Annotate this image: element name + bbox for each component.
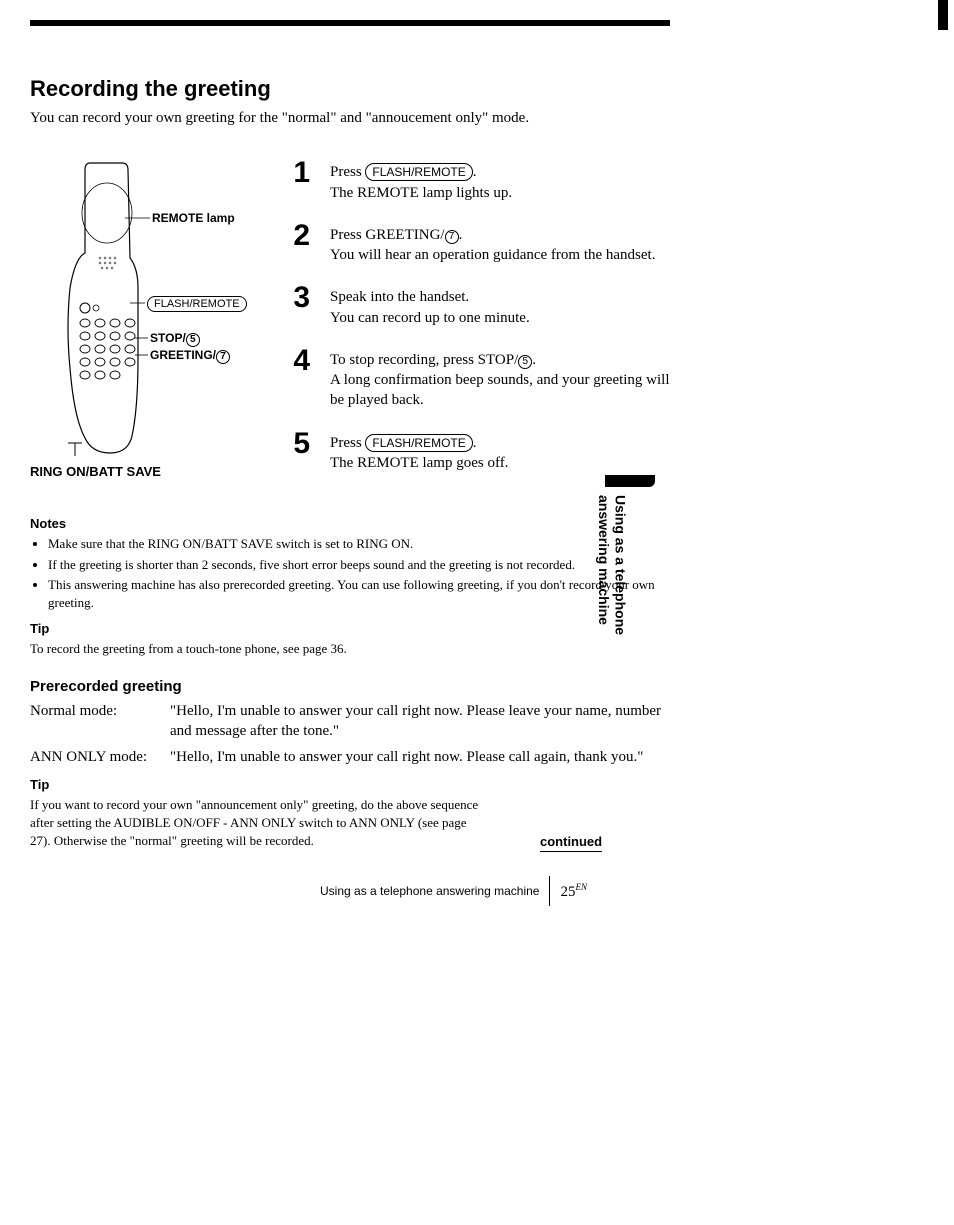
step-number: 2 [290, 221, 310, 251]
step-number: 3 [290, 283, 310, 313]
note-item: This answering machine has also prerecor… [48, 576, 670, 611]
label-stop: STOP/5 [150, 331, 200, 347]
note-item: If the greeting is shorter than 2 second… [48, 556, 670, 574]
mode-text: "Hello, I'm unable to answer your call r… [170, 747, 670, 767]
tip-body: To record the greeting from a touch-tone… [30, 640, 670, 658]
step-body: Press GREETING/7. You will hear an opera… [330, 221, 655, 266]
step-1: 1 Press FLASH/REMOTE. The REMOTE lamp li… [290, 158, 670, 203]
step-3: 3 Speak into the handset. You can record… [290, 283, 670, 328]
step-4: 4 To stop recording, press STOP/5. A lon… [290, 346, 670, 411]
mode-label: ANN ONLY mode: [30, 747, 170, 767]
tab-marker [605, 475, 655, 487]
top-rule [30, 20, 670, 26]
page-content: Recording the greeting You can record yo… [30, 20, 670, 861]
note-item: Make sure that the RING ON/BATT SAVE swi… [48, 535, 670, 553]
side-tab: Using as a telephone answering machine [595, 475, 655, 695]
flash-remote-button-ref: FLASH/REMOTE [365, 163, 472, 181]
mode-label: Normal mode: [30, 701, 170, 742]
step-body: Press FLASH/REMOTE. The REMOTE lamp goes… [330, 429, 508, 474]
notes-list: Make sure that the RING ON/BATT SAVE swi… [30, 535, 670, 611]
step-body: To stop recording, press STOP/5. A long … [330, 346, 670, 411]
label-greeting: GREETING/7 [150, 348, 230, 364]
step-body: Press FLASH/REMOTE. The REMOTE lamp ligh… [330, 158, 512, 203]
tab-text: Using as a telephone answering machine [595, 495, 629, 695]
step-number: 4 [290, 346, 310, 376]
footer-text: Using as a telephone answering machine [320, 884, 539, 898]
notes-heading: Notes [30, 516, 670, 531]
mode-row-ann-only: ANN ONLY mode: "Hello, I'm unable to ans… [30, 747, 670, 767]
intro-text: You can record your own greeting for the… [30, 108, 670, 128]
diagram-column: REMOTE lamp FLASH/REMOTE STOP/5 GREETING… [30, 158, 270, 479]
circled-7: 7 [445, 230, 459, 244]
footer-divider [549, 876, 550, 906]
label-flash-remote: FLASH/REMOTE [147, 296, 247, 312]
tip-body: If you want to record your own "announce… [30, 796, 490, 849]
tip-heading: Tip [30, 777, 670, 792]
step-number: 1 [290, 158, 310, 188]
handset-diagram: REMOTE lamp FLASH/REMOTE STOP/5 GREETING… [30, 158, 270, 458]
crop-mark [938, 0, 948, 30]
step-2: 2 Press GREETING/7. You will hear an ope… [290, 221, 670, 266]
circled-5: 5 [518, 355, 532, 369]
mode-row-normal: Normal mode: "Hello, I'm unable to answe… [30, 701, 670, 742]
main-row: REMOTE lamp FLASH/REMOTE STOP/5 GREETING… [30, 158, 670, 491]
prerecorded-heading: Prerecorded greeting [30, 678, 670, 695]
step-body: Speak into the handset. You can record u… [330, 283, 530, 328]
label-remote-lamp: REMOTE lamp [152, 211, 235, 225]
page-footer: Using as a telephone answering machine 2… [320, 876, 587, 906]
label-ring-on: RING ON/BATT SAVE [30, 464, 270, 479]
step-5: 5 Press FLASH/REMOTE. The REMOTE lamp go… [290, 429, 670, 474]
page-number: 25EN [560, 882, 587, 901]
page-title: Recording the greeting [30, 76, 670, 102]
tip-heading: Tip [30, 621, 670, 636]
flash-remote-button-ref: FLASH/REMOTE [365, 434, 472, 452]
mode-text: "Hello, I'm unable to answer your call r… [170, 701, 670, 742]
step-number: 5 [290, 429, 310, 459]
steps-column: 1 Press FLASH/REMOTE. The REMOTE lamp li… [290, 158, 670, 491]
continued-label: continued [540, 834, 602, 852]
